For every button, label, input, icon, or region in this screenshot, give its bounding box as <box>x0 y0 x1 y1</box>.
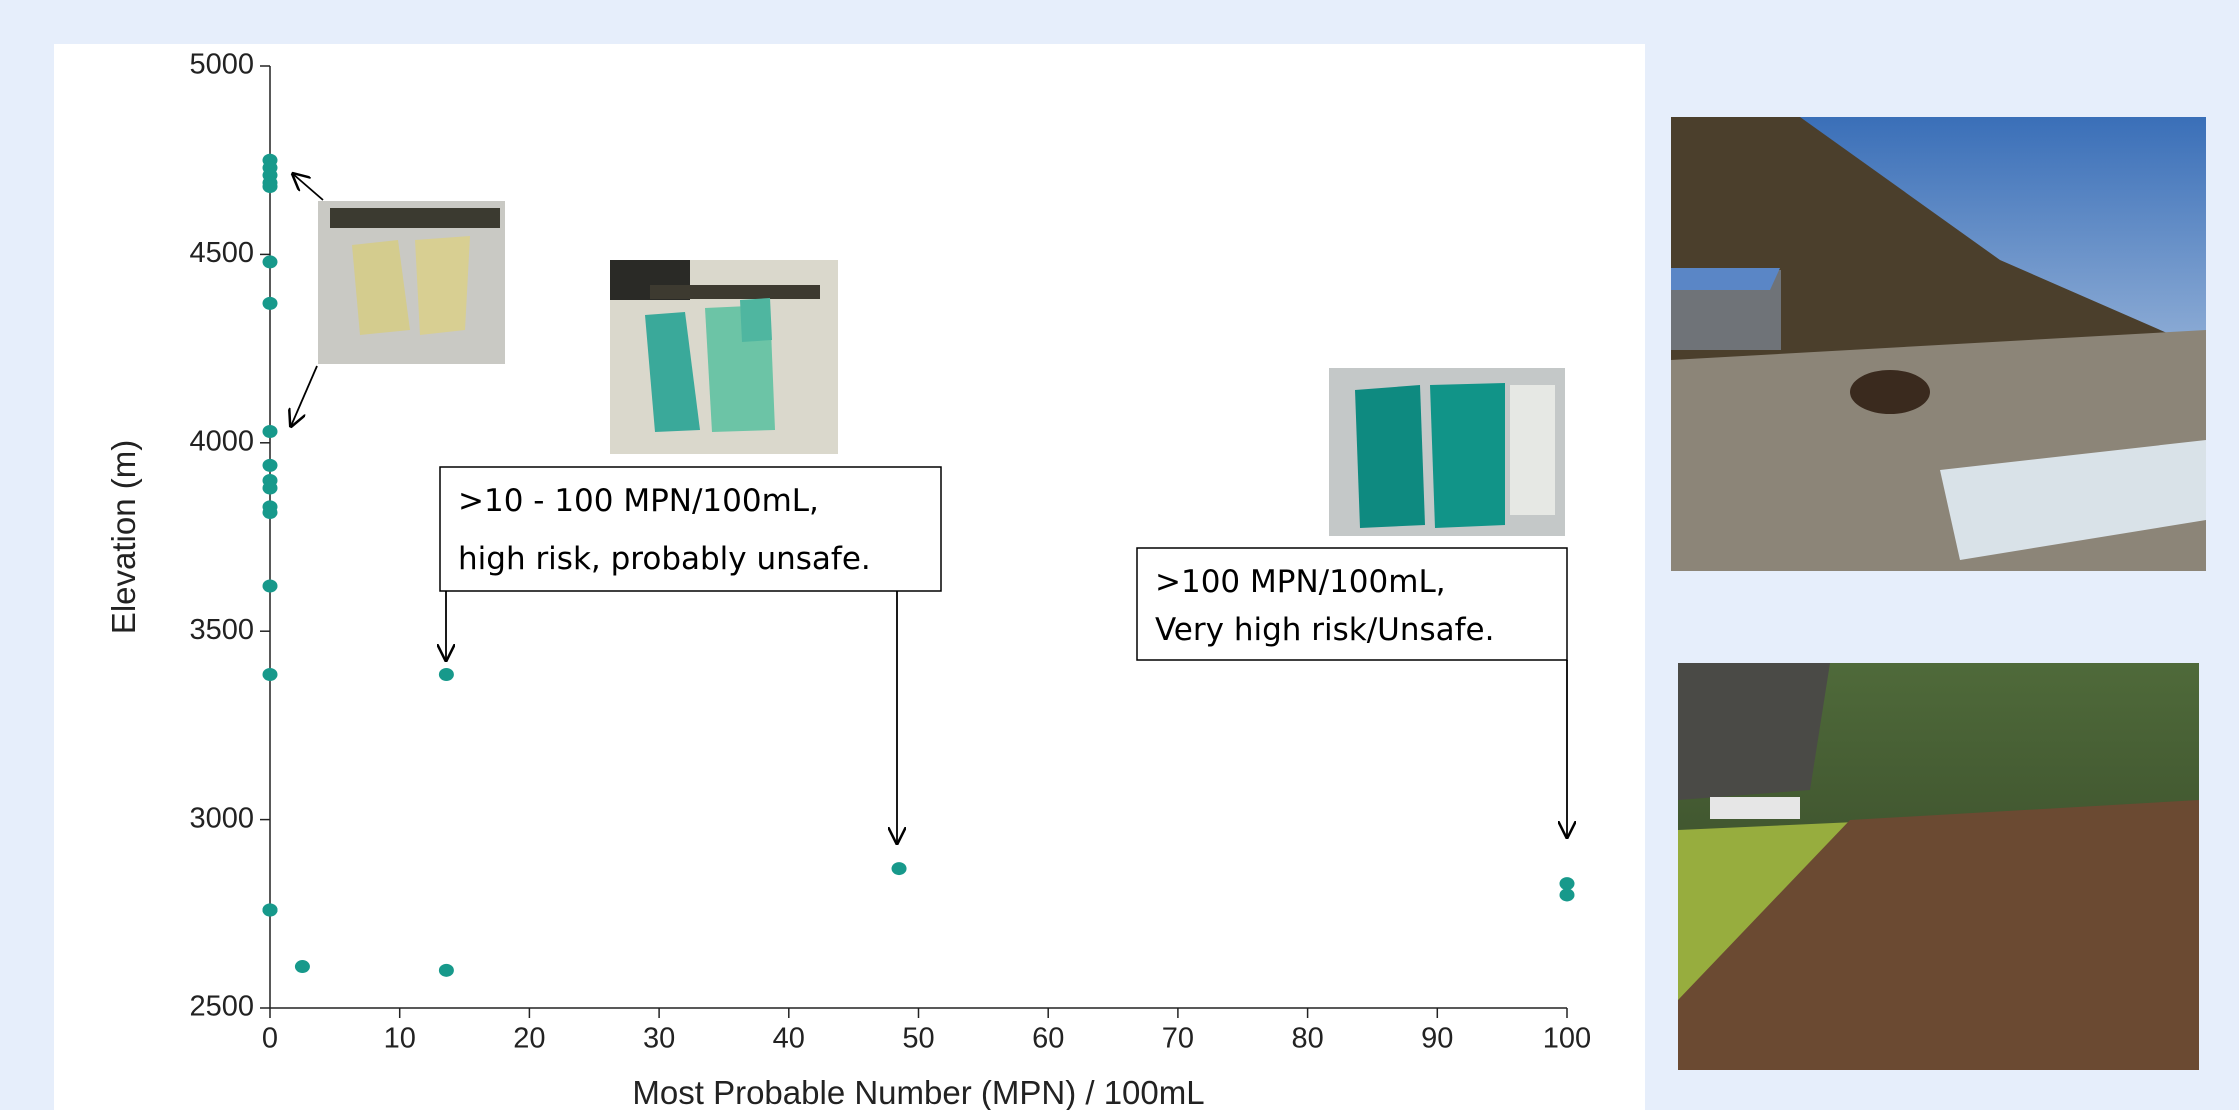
point <box>439 668 454 681</box>
y-tick-label: 4500 <box>189 237 254 269</box>
x-tick-label: 0 <box>262 1023 278 1055</box>
point <box>439 964 454 977</box>
photo-valley <box>1678 663 2199 1070</box>
y-axis-label: Elevation (m) <box>105 440 142 634</box>
x-tick-label: 20 <box>513 1023 545 1055</box>
y-tick-label: 2500 <box>189 991 254 1023</box>
point <box>263 506 278 519</box>
point <box>295 960 310 973</box>
y-tick-label: 3000 <box>189 802 254 834</box>
point <box>263 180 278 193</box>
x-tick-label: 30 <box>643 1023 675 1055</box>
point <box>263 482 278 495</box>
annotation-text: >10 - 100 MPN/100mL, <box>458 483 819 519</box>
photo-high-risk <box>610 260 838 454</box>
point <box>263 297 278 310</box>
point <box>1560 888 1575 901</box>
point <box>263 904 278 917</box>
x-tick-label: 80 <box>1291 1023 1323 1055</box>
annotation-text: Very high risk/Unsafe. <box>1155 612 1495 648</box>
photo-low-risk <box>318 201 505 364</box>
point <box>263 668 278 681</box>
annotation-text: >100 MPN/100mL, <box>1155 564 1446 600</box>
x-tick-label: 10 <box>384 1023 416 1055</box>
x-tick-label: 40 <box>773 1023 805 1055</box>
photo-yak <box>1671 117 2206 571</box>
x-tick-label: 90 <box>1421 1023 1453 1055</box>
x-tick-label: 60 <box>1032 1023 1064 1055</box>
point <box>892 862 907 875</box>
photo-very-high-risk <box>1329 368 1565 536</box>
point <box>263 579 278 592</box>
x-axis-label: Most Probable Number (MPN) / 100mL <box>632 1074 1204 1110</box>
y-tick-label: 3500 <box>189 614 254 646</box>
annotation-text: high risk, probably unsafe. <box>458 541 871 577</box>
point <box>1560 877 1575 890</box>
point <box>263 425 278 438</box>
y-tick-label: 4000 <box>189 425 254 457</box>
x-tick-label: 70 <box>1162 1023 1194 1055</box>
point <box>263 459 278 472</box>
slide: 2500 3000 3500 4000 4500 5000 0 10 20 30 40 50 60 70 8… <box>0 0 2239 1110</box>
x-tick-label: 50 <box>902 1023 934 1055</box>
point <box>263 255 278 268</box>
x-tick-label: 100 <box>1543 1023 1591 1055</box>
y-tick-label: 5000 <box>189 49 254 81</box>
